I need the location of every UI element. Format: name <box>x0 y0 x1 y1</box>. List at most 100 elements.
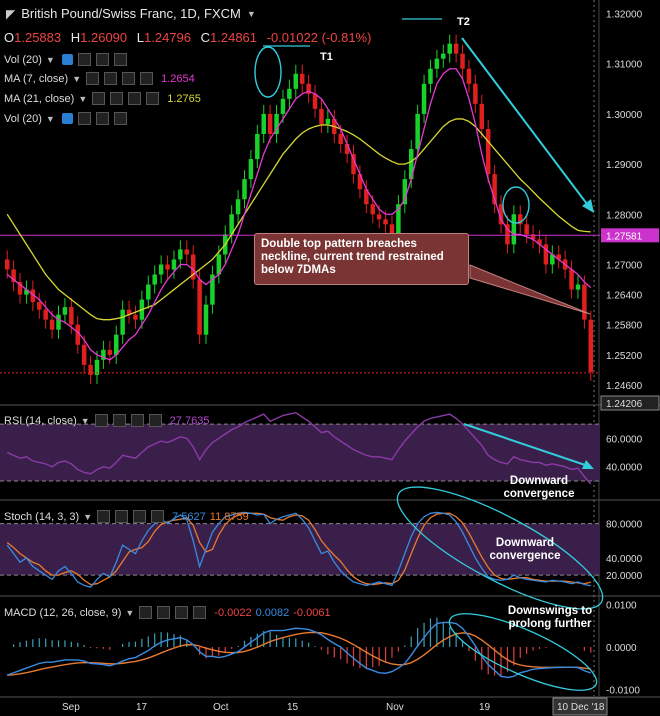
candle-body <box>434 58 440 69</box>
eye-icon[interactable] <box>92 92 106 105</box>
candle-body <box>75 324 80 345</box>
candle-body <box>178 249 183 260</box>
candle-body <box>518 214 523 225</box>
eye-icon[interactable] <box>61 54 73 65</box>
add-icon[interactable] <box>95 112 109 125</box>
current-date-label: 10 Dec '18 <box>557 702 605 713</box>
stoch-legend[interactable]: Stoch (14, 3, 3) ▼ 7.5627 11.8759 <box>4 510 249 523</box>
candle-body <box>274 113 279 134</box>
chevron-down-icon: ▼ <box>45 113 55 124</box>
stoch-k-value: 7.5627 <box>172 510 206 523</box>
candle-body <box>62 307 68 315</box>
close-icon[interactable] <box>140 72 154 85</box>
candle-body <box>537 239 542 245</box>
candle-body <box>447 43 452 54</box>
settings-icon[interactable] <box>104 72 118 85</box>
macd-ellipse <box>448 613 598 691</box>
eye-icon[interactable] <box>86 72 100 85</box>
x-tick-label: 19 <box>479 702 491 713</box>
chevron-down-icon[interactable]: ▼ <box>246 8 256 19</box>
add-icon[interactable] <box>128 92 142 105</box>
callout-pointer <box>469 264 591 315</box>
macd-line <box>6 621 592 679</box>
collapse-icon[interactable]: ◤ <box>6 6 16 21</box>
macd-tick-label: 0.0000 <box>606 643 637 654</box>
price-tick-label: 1.31000 <box>606 60 643 71</box>
candle-body <box>210 274 215 305</box>
macd-tick-label: -0.0100 <box>606 686 640 697</box>
candle-body <box>126 309 132 315</box>
candle-body <box>569 269 574 290</box>
candle-body <box>94 359 100 375</box>
candle-body <box>582 284 587 320</box>
stoch-ellipse <box>396 486 604 610</box>
chevron-down-icon: ▼ <box>45 54 55 65</box>
candle-body <box>190 254 196 280</box>
macd-note: Downswings to prolong further <box>507 605 593 630</box>
candle-body <box>466 68 472 84</box>
candle-body <box>441 53 446 59</box>
ma7-value: 1.2654 <box>161 72 195 85</box>
symbol-title[interactable]: British Pound/Swiss Franc, 1D, FXCM <box>21 6 241 21</box>
rsi-tick-label: 60.0000 <box>606 434 643 445</box>
indicator-ma21[interactable]: MA (21, close) ▼ 1.2765 <box>4 92 201 105</box>
close-icon[interactable] <box>113 53 127 66</box>
candle-body <box>319 108 324 124</box>
current-price-label-bg <box>600 395 660 411</box>
close-icon <box>148 414 162 427</box>
candle-body <box>543 244 549 265</box>
price-tick-label: 1.29000 <box>606 160 643 171</box>
indicator-ma7[interactable]: MA (7, close) ▼ 1.2654 <box>4 72 195 85</box>
candle-body <box>338 133 343 145</box>
candle-body <box>235 199 241 215</box>
candle-body <box>530 234 536 240</box>
candle-body <box>17 282 23 295</box>
t2-label: T2 <box>457 16 470 28</box>
low-value: 1.24796 <box>144 30 191 45</box>
price-tick-label: 1.28000 <box>606 210 643 221</box>
candle-body <box>113 334 119 355</box>
candle-body <box>242 179 247 200</box>
t1-label: T1 <box>320 51 333 63</box>
price-tick-label: 1.27000 <box>606 260 643 271</box>
eye-icon <box>139 606 153 619</box>
candle-body <box>81 344 87 365</box>
settings-icon[interactable] <box>77 112 91 125</box>
rsi-note: Downward convergence <box>503 475 575 500</box>
x-tick-label: 17 <box>136 702 148 713</box>
candle-body <box>351 154 356 175</box>
add-icon <box>133 510 147 523</box>
candle-body <box>49 319 55 330</box>
rsi-legend[interactable]: RSI (14, close) ▼ 27.7635 <box>4 414 210 427</box>
add-icon[interactable] <box>122 72 136 85</box>
current-price-label: 1.24206 <box>606 399 643 410</box>
indicator-vol-2[interactable]: Vol (20) ▼ <box>4 112 127 125</box>
candle-body <box>293 73 299 89</box>
close-icon[interactable] <box>113 112 127 125</box>
price-tick-label: 1.32000 <box>606 10 643 21</box>
x-tick-label: Sep <box>62 702 80 713</box>
candle-body <box>37 302 42 310</box>
macd-signal-line <box>7 631 591 676</box>
eye-icon[interactable] <box>61 113 73 124</box>
rsi-value: 27.7635 <box>169 414 210 427</box>
macd-tick-label: 0.0100 <box>606 600 637 611</box>
change-pct: (-0.81%) <box>321 30 372 45</box>
candle-body <box>4 259 10 270</box>
macd-legend[interactable]: MACD (12, 26, close, 9) ▼ -0.0022 0.0082 … <box>4 606 331 619</box>
price-tick-label: 1.24600 <box>606 381 643 392</box>
candle-body <box>453 43 459 54</box>
settings-icon[interactable] <box>110 92 124 105</box>
macd-hist-value: -0.0061 <box>293 606 331 619</box>
candle-body <box>146 284 151 300</box>
candle-body <box>344 144 350 155</box>
candle-body <box>511 214 517 245</box>
indicator-vol-1[interactable]: Vol (20) ▼ <box>4 53 127 66</box>
settings-icon[interactable] <box>77 53 91 66</box>
candle-body <box>30 289 36 303</box>
stoch-tick-label: 40.0000 <box>606 554 643 565</box>
candle-body <box>498 204 504 225</box>
add-icon[interactable] <box>95 53 109 66</box>
close-icon[interactable] <box>146 92 160 105</box>
stoch-tick-label: 80.0000 <box>606 520 643 531</box>
